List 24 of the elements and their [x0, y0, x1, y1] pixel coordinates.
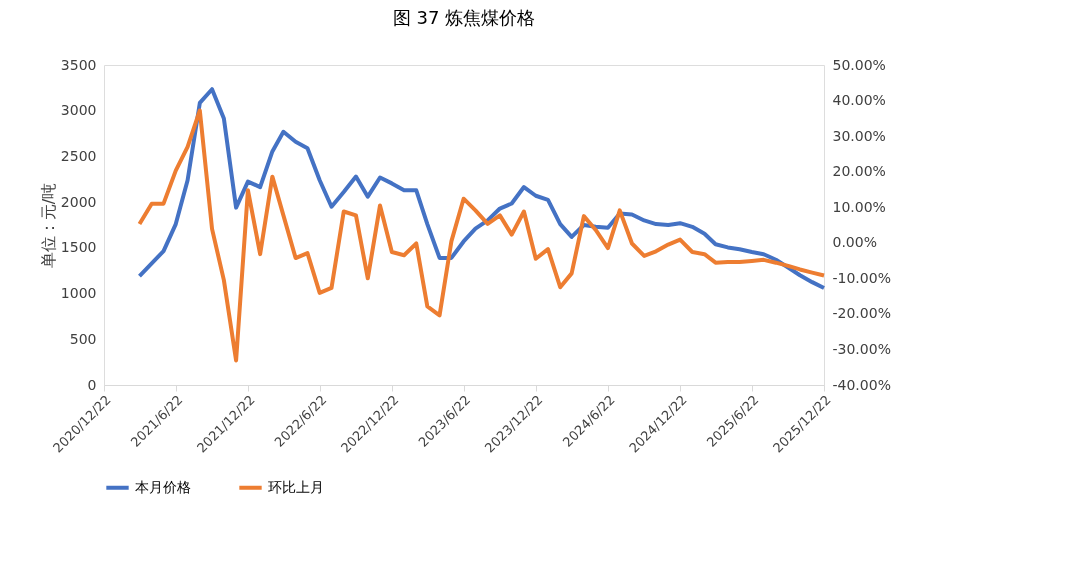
y-tick-label: 3000	[60, 102, 97, 119]
y2-tick-label: 0.00%	[832, 234, 877, 251]
y2-tick-label: -40.00%	[832, 376, 891, 393]
y-axis-title: 单位：元/吨	[38, 182, 58, 269]
y2-tick-label: 50.00%	[832, 56, 886, 73]
y-tick-label: 1000	[60, 285, 97, 302]
line-series	[137, 108, 826, 363]
y2-tick-label: 10.00%	[832, 198, 886, 215]
y2-tick-label: -20.00%	[832, 305, 891, 322]
legend-label: 环比上月	[268, 478, 324, 495]
legend-label: 本月价格	[135, 478, 191, 495]
y2-tick-label: 20.00%	[832, 163, 886, 180]
y-tick-label: 2000	[60, 193, 97, 210]
y-tick-label: 0	[87, 376, 97, 393]
y2-tick-label: -30.00%	[832, 340, 891, 357]
y-tick-label: 3500	[60, 56, 97, 73]
y2-tick-label: 40.00%	[832, 92, 886, 109]
line-series	[137, 87, 826, 291]
y-tick-label: 500	[69, 330, 97, 347]
y-tick-label: 1500	[60, 239, 97, 256]
y-tick-label: 2500	[60, 147, 97, 164]
y2-tick-label: -10.00%	[832, 269, 891, 286]
y2-tick-label: 30.00%	[832, 127, 886, 144]
chart-title: 图 37 炼焦煤价格	[392, 7, 536, 28]
